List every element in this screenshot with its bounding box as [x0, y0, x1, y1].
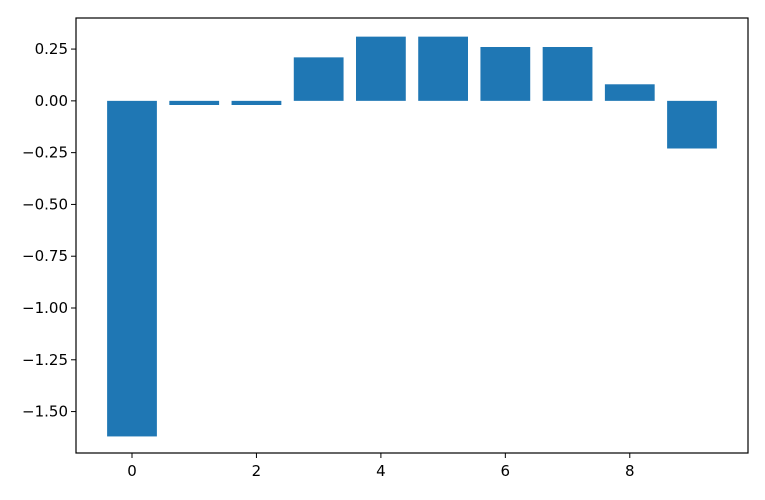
bar-5 [418, 36, 468, 101]
ticks-layer: 0 2 4 6 8 0.25 0.00 −0.25 −0.50 −0.75 −1.00 −1.25 −1… [22, 40, 635, 480]
y-tick-label-1: 0.00 [35, 92, 68, 110]
y-tick-label-4: −0.75 [22, 247, 68, 265]
bar-7 [542, 47, 593, 101]
bar-4 [356, 36, 406, 101]
bar-3 [293, 57, 344, 101]
y-tick-label-7: −1.50 [22, 403, 68, 421]
bar-1 [169, 100, 220, 105]
x-tick-label-2: 2 [252, 462, 262, 480]
x-tick-label-8: 8 [625, 462, 635, 480]
bars-layer [107, 36, 717, 437]
x-tick-label-4: 4 [376, 462, 386, 480]
y-tick-label-6: −1.25 [22, 351, 68, 369]
y-tick-label-3: −0.50 [22, 195, 68, 213]
plot-frame [75, 17, 749, 454]
y-tick-label-0: 0.25 [35, 40, 68, 58]
bar-2 [231, 100, 282, 105]
x-tick-label-0: 0 [127, 462, 137, 480]
y-tick-label-2: −0.25 [22, 144, 68, 162]
y-tick-label-5: −1.00 [22, 299, 68, 317]
bar-6 [480, 47, 531, 101]
bar-0 [107, 100, 157, 437]
bar-8 [604, 84, 655, 101]
bar-9 [667, 100, 717, 149]
x-tick-label-6: 6 [501, 462, 511, 480]
